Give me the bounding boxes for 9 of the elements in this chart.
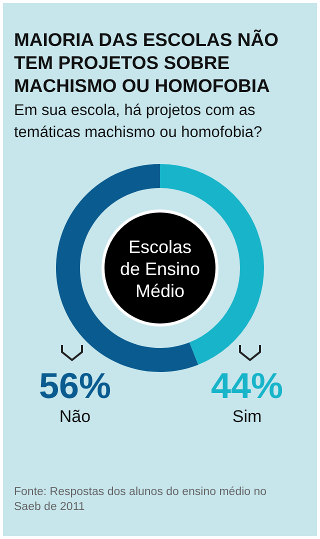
slice-label: Não — [59, 407, 91, 426]
text: Escolas de Ensino Médio — [120, 237, 200, 301]
chart-title: MAIORIA DAS ESCOLAS NÃO TEM PROJETOS SOBRE MACHISMO OU HOMOFOBIA — [14, 29, 278, 96]
data-label: 56% — [38, 365, 112, 406]
donut-slice — [56, 164, 198, 372]
slice-label: Sim — [232, 407, 262, 426]
chart-subtitle: Em sua escola, há projetos com as temáticas machismo ou homofobia? — [14, 102, 262, 141]
source-note: Fonte: Respostas dos alunos do ensino médio no Saeb de 2011 — [14, 486, 267, 513]
data-label: 44% — [210, 365, 284, 406]
